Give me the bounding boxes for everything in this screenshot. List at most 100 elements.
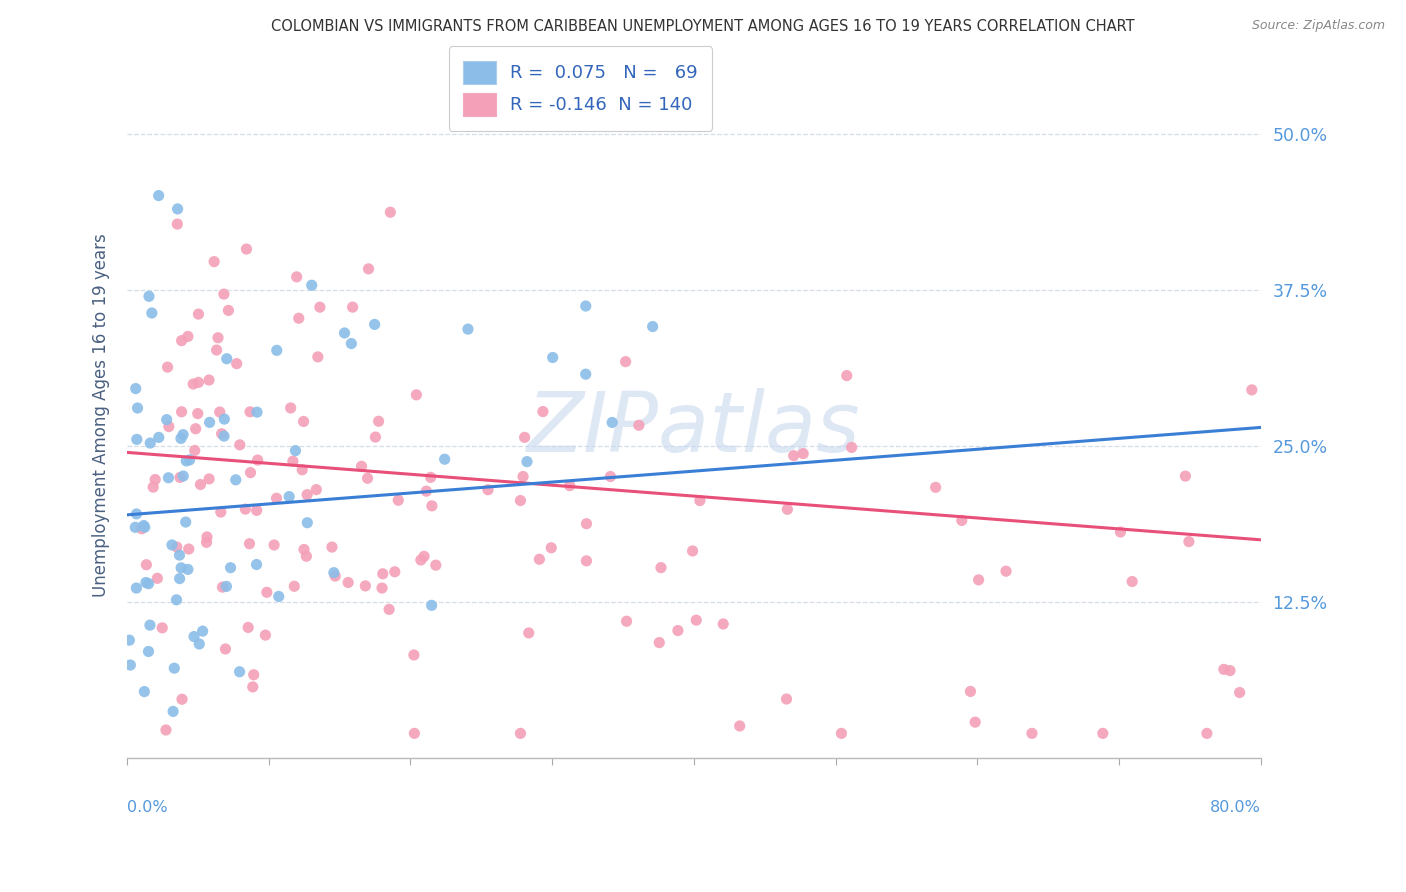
Point [169, 470, 191, 484]
Point [138, 289, 160, 303]
Point [179, 453, 201, 467]
Point [169, 548, 191, 562]
Point [323, 569, 346, 583]
Point [775, 692, 797, 706]
Point [835, 368, 858, 383]
Point [174, 454, 197, 468]
Point [1121, 574, 1143, 589]
Point [509, 493, 531, 508]
Point [132, 518, 155, 533]
Point [281, 454, 304, 468]
Point [924, 480, 946, 494]
Point [181, 377, 204, 392]
Point [225, 473, 247, 487]
Point [138, 576, 160, 591]
Text: Source: ZipAtlas.com: Source: ZipAtlas.com [1251, 19, 1385, 32]
Point [297, 516, 319, 530]
Text: COLOMBIAN VS IMMIGRANTS FROM CARIBBEAN UNEMPLOYMENT AMONG AGES 16 TO 19 YEARS CO: COLOMBIAN VS IMMIGRANTS FROM CARIBBEAN U… [271, 19, 1135, 34]
Point [280, 401, 302, 415]
Point [950, 513, 973, 527]
Point [155, 723, 177, 737]
Text: 0.0%: 0.0% [127, 799, 167, 814]
Point [301, 278, 323, 293]
Point [212, 287, 235, 301]
Point [1021, 726, 1043, 740]
Point [166, 217, 188, 231]
Point [1240, 383, 1263, 397]
Point [419, 470, 441, 484]
Point [229, 438, 252, 452]
Point [215, 579, 238, 593]
Point [174, 515, 197, 529]
Point [169, 572, 191, 586]
Point [156, 412, 179, 426]
Point [404, 726, 426, 740]
Point [157, 471, 180, 485]
Y-axis label: Unemployment Among Ages 16 to 19 years: Unemployment Among Ages 16 to 19 years [93, 233, 110, 597]
Point [305, 483, 328, 497]
Point [321, 540, 343, 554]
Point [309, 300, 332, 314]
Point [135, 558, 157, 572]
Point [239, 466, 262, 480]
Point [217, 303, 239, 318]
Point [409, 553, 432, 567]
Point [425, 558, 447, 573]
Point [517, 626, 540, 640]
Point [540, 541, 562, 555]
Point [195, 535, 218, 549]
Point [284, 443, 307, 458]
Point [337, 575, 360, 590]
Point [792, 447, 814, 461]
Point [415, 484, 437, 499]
Point [235, 502, 257, 516]
Point [512, 469, 534, 483]
Point [160, 538, 183, 552]
Point [420, 599, 443, 613]
Point [575, 554, 598, 568]
Point [156, 360, 179, 375]
Point [205, 343, 228, 357]
Point [127, 401, 149, 415]
Point [166, 592, 188, 607]
Point [212, 429, 235, 443]
Point [263, 538, 285, 552]
Point [711, 617, 734, 632]
Point [1109, 524, 1132, 539]
Point [124, 520, 146, 534]
Point [246, 503, 269, 517]
Point [1195, 726, 1218, 740]
Point [177, 541, 200, 556]
Point [558, 478, 581, 492]
Point [170, 334, 193, 348]
Point [225, 357, 247, 371]
Point [138, 644, 160, 658]
Point [995, 564, 1018, 578]
Point [350, 459, 373, 474]
Point [177, 562, 200, 576]
Point [238, 537, 260, 551]
Point [405, 388, 427, 402]
Point [342, 300, 364, 314]
Point [402, 648, 425, 662]
Point [291, 463, 314, 477]
Point [333, 326, 356, 340]
Point [246, 453, 269, 467]
Legend: R =  0.075   N =   69, R = -0.146  N = 140: R = 0.075 N = 69, R = -0.146 N = 140 [449, 46, 713, 130]
Point [170, 561, 193, 575]
Point [245, 558, 267, 572]
Point [195, 530, 218, 544]
Point [242, 680, 264, 694]
Point [172, 427, 194, 442]
Point [614, 354, 637, 368]
Point [134, 520, 156, 534]
Point [162, 705, 184, 719]
Point [682, 544, 704, 558]
Point [841, 441, 863, 455]
Point [599, 469, 621, 483]
Point [509, 726, 531, 740]
Point [202, 254, 225, 268]
Point [830, 726, 852, 740]
Point [198, 373, 221, 387]
Point [340, 336, 363, 351]
